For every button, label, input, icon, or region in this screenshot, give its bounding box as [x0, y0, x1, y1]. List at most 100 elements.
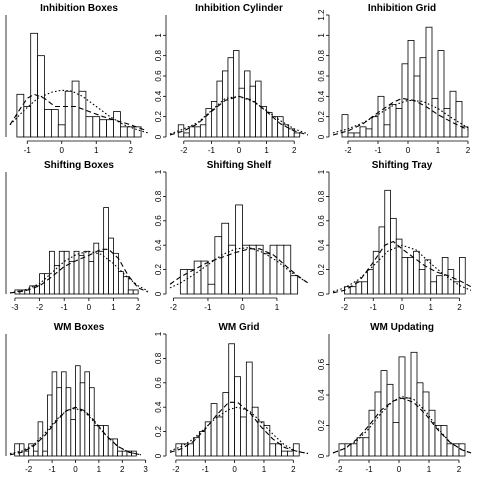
- x-tick-label: 1: [275, 303, 280, 312]
- density-curve-dotted: [332, 244, 472, 293]
- histogram-bar: [293, 132, 301, 138]
- y-tick-label: 0.4: [317, 239, 326, 251]
- density-curve-dashed: [169, 401, 309, 455]
- histogram-bar: [183, 132, 190, 138]
- histogram-bar: [266, 112, 273, 138]
- x-tick-label: 1: [111, 303, 116, 312]
- y-tick-label: 0.6: [317, 215, 326, 227]
- histogram-bar: [249, 85, 256, 138]
- histogram-bar: [210, 403, 218, 457]
- x-tick-label: 0: [397, 465, 402, 474]
- x-tick-label: -1: [49, 465, 57, 474]
- histogram-bar: [404, 397, 412, 457]
- histogram-bar: [244, 70, 251, 138]
- histogram-bar: [107, 438, 114, 457]
- histogram-bar: [238, 87, 245, 138]
- x-tick-label: 1: [429, 303, 434, 312]
- x-tick-label: -2: [172, 465, 180, 474]
- histogram-bar: [44, 109, 52, 138]
- histogram-bar: [269, 244, 278, 295]
- x-tick-label: 2: [129, 146, 134, 155]
- histogram-bar: [395, 238, 403, 295]
- histogram-bar: [132, 289, 139, 295]
- x-tick-label: -1: [374, 146, 382, 155]
- histogram-bar: [222, 70, 229, 138]
- histogram-bar: [126, 126, 135, 138]
- histogram-bar: [198, 431, 206, 457]
- x-tick-label: 1: [97, 465, 102, 474]
- histogram-bar: [350, 443, 358, 457]
- histogram-bar: [242, 244, 250, 295]
- x-tick-label: -1: [202, 465, 210, 474]
- histogram-bar: [271, 116, 279, 138]
- panel-title: Shifting Boxes: [44, 160, 114, 171]
- density-curve-dashed: [332, 397, 472, 454]
- histogram-bar: [424, 259, 432, 295]
- x-tick-label: 0: [240, 303, 245, 312]
- histogram-bar: [28, 443, 34, 457]
- histogram-bar: [283, 244, 292, 295]
- x-tick-label: -1: [370, 303, 378, 312]
- histogram-bar: [117, 450, 123, 457]
- x-tick-label: 0: [87, 303, 92, 312]
- histogram-bar: [440, 425, 448, 457]
- panel-4: Shifting Boxes -3 -2 -1 0 1 2: [5, 160, 149, 312]
- y-tick-label: 0.4: [154, 401, 163, 413]
- histogram-bar: [341, 114, 349, 138]
- x-tick-label: 1: [264, 146, 269, 155]
- histogram-bar: [407, 256, 414, 295]
- histogram-bar: [422, 391, 430, 457]
- y-tick-label: 0: [154, 291, 163, 296]
- x-tick-label: 2: [457, 303, 462, 312]
- y-tick-label: 0.2: [154, 263, 163, 275]
- histogram-bar: [88, 261, 95, 295]
- density-curve-dashed: [332, 97, 469, 136]
- histogram-bar: [287, 450, 294, 457]
- histogram-bar: [71, 80, 80, 138]
- histogram-bar: [99, 119, 107, 138]
- density-curve-dotted: [332, 395, 472, 454]
- histogram-bar: [240, 416, 247, 457]
- histogram-bar: [390, 217, 397, 295]
- y-tick-label: 1: [317, 33, 326, 38]
- histogram-bar: [32, 450, 39, 457]
- panel-title: Inhibition Cylinder: [195, 3, 283, 14]
- panel-title: WM Grid: [218, 322, 259, 333]
- panel-title: Inhibition Boxes: [40, 3, 118, 14]
- histogram-bar: [63, 250, 70, 295]
- x-tick-label: -1: [24, 146, 32, 155]
- x-tick-label: 1: [262, 465, 267, 474]
- y-tick-label: 0.8: [317, 50, 326, 62]
- y-tick-label: 0.2: [317, 263, 326, 275]
- histogram-bar: [269, 443, 277, 457]
- histogram-bar: [368, 409, 376, 457]
- density-curve-dotted: [169, 95, 309, 135]
- y-tick-label: 0.8: [154, 50, 163, 62]
- histogram-bar: [49, 250, 55, 295]
- histogram-bar: [51, 109, 59, 138]
- histogram-bar: [57, 124, 66, 138]
- histogram-bar: [14, 443, 20, 457]
- histogram-bar: [51, 371, 58, 457]
- histogram-bar: [395, 108, 403, 138]
- x-tick-label: 0: [60, 146, 65, 155]
- histogram-bar: [200, 260, 209, 295]
- histogram-bar: [92, 116, 101, 138]
- y-tick-label: 0.6: [154, 70, 163, 82]
- y-tick-label: 1: [317, 169, 326, 174]
- histogram-bar: [177, 124, 185, 138]
- histogram-bar: [194, 126, 201, 138]
- y-tick-label: 0: [317, 134, 326, 139]
- histogram-bar: [103, 207, 109, 295]
- y-tick-label: 1: [154, 169, 163, 174]
- histogram-bar: [23, 450, 30, 457]
- histogram-bar: [221, 222, 230, 295]
- histogram-bar: [106, 119, 114, 138]
- x-tick-label: 2: [466, 146, 471, 155]
- histogram-bar: [392, 422, 400, 457]
- histogram-bar: [386, 383, 394, 457]
- x-tick-label: 2: [292, 146, 297, 155]
- panel-title: Inhibition Grid: [368, 3, 436, 14]
- x-tick-label: 0: [237, 146, 242, 155]
